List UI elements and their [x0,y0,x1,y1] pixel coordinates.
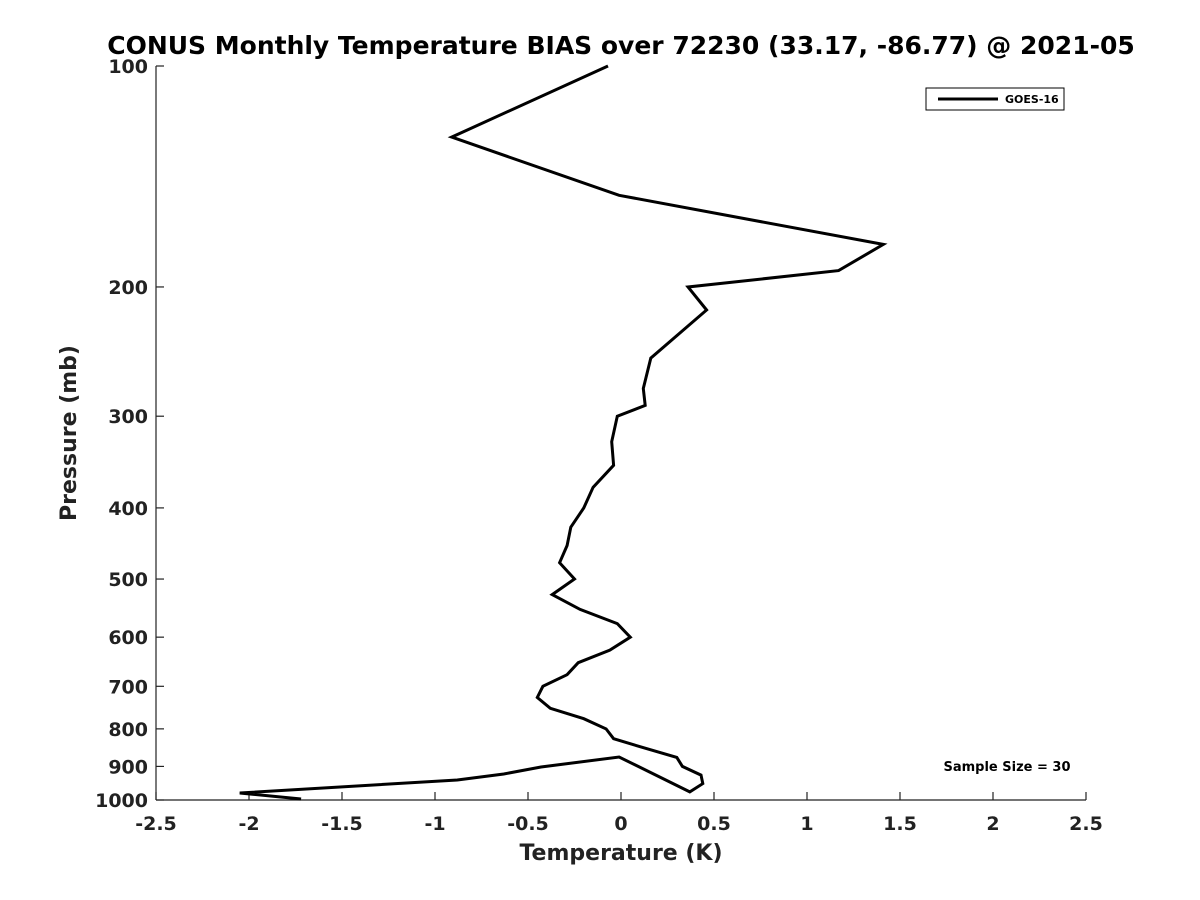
y-tick-label: 500 [108,569,148,591]
chart-axes [155,66,1086,801]
y-tick-label: 100 [108,56,148,78]
x-axis-ticks: -2.5 -2 -1.5 -1 -0.5 0 0.5 1 1.5 2 2.5 [135,792,1103,835]
x-tick-label: 1 [800,813,813,835]
y-tick-label: 400 [108,498,148,520]
y-tick-label: 800 [108,719,148,741]
x-tick-label: -1.5 [321,813,363,835]
sample-size-annotation: Sample Size = 30 [943,760,1070,775]
legend-entry-label: GOES-16 [1005,93,1059,106]
series-line-goes-16 [239,64,888,801]
series-layer [239,64,888,801]
y-axis-ticks: 100 200 300 400 500 600 700 800 900 1000 [95,56,164,812]
y-tick-label: 900 [108,756,148,778]
x-tick-label: 2.5 [1069,813,1103,835]
y-tick-label: 300 [108,406,148,428]
x-tick-label: -2.5 [135,813,177,835]
x-axis-label: Temperature (K) [519,841,722,866]
x-tick-label: -2 [238,813,259,835]
x-tick-label: 0.5 [697,813,731,835]
x-tick-label: -1 [424,813,445,835]
y-tick-label: 1000 [95,790,148,812]
chart-title: CONUS Monthly Temperature BIAS over 7223… [107,31,1135,60]
x-tick-label: 2 [986,813,999,835]
y-tick-label: 600 [108,627,148,649]
y-axis-label: Pressure (mb) [57,345,82,521]
y-tick-label: 200 [108,277,148,299]
x-tick-label: 0 [614,813,627,835]
x-tick-label: -0.5 [507,813,549,835]
legend: GOES-16 [925,87,1065,111]
x-tick-label: 1.5 [883,813,917,835]
y-tick-label: 700 [108,676,148,698]
